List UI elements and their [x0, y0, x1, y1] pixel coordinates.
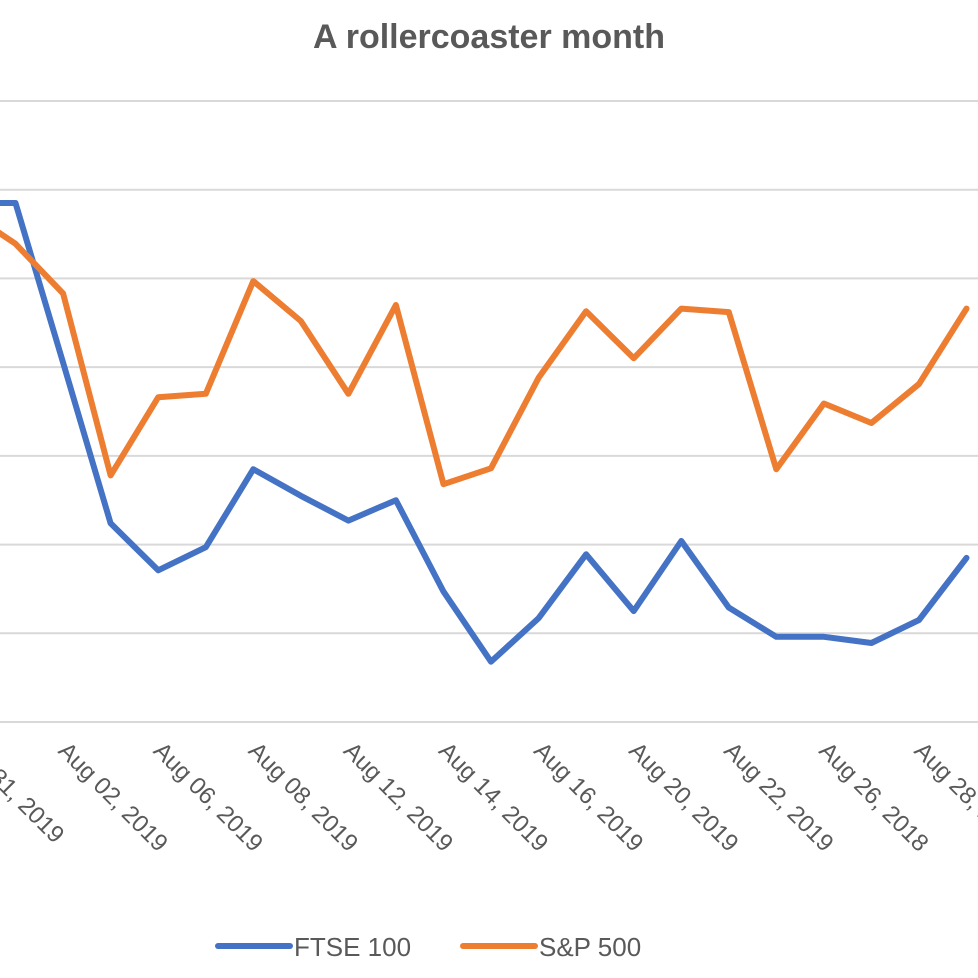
chart-title: A rollercoaster month — [313, 18, 665, 56]
series-group — [0, 200, 970, 665]
legend-label: S&P 500 — [539, 932, 641, 962]
legend-label: FTSE 100 — [294, 932, 411, 962]
gridlines — [0, 100, 978, 723]
legend: FTSE 100 S&P 500 — [215, 932, 641, 962]
series-line-sp-500 — [0, 229, 970, 488]
series-line-ftse-100 — [0, 200, 970, 665]
